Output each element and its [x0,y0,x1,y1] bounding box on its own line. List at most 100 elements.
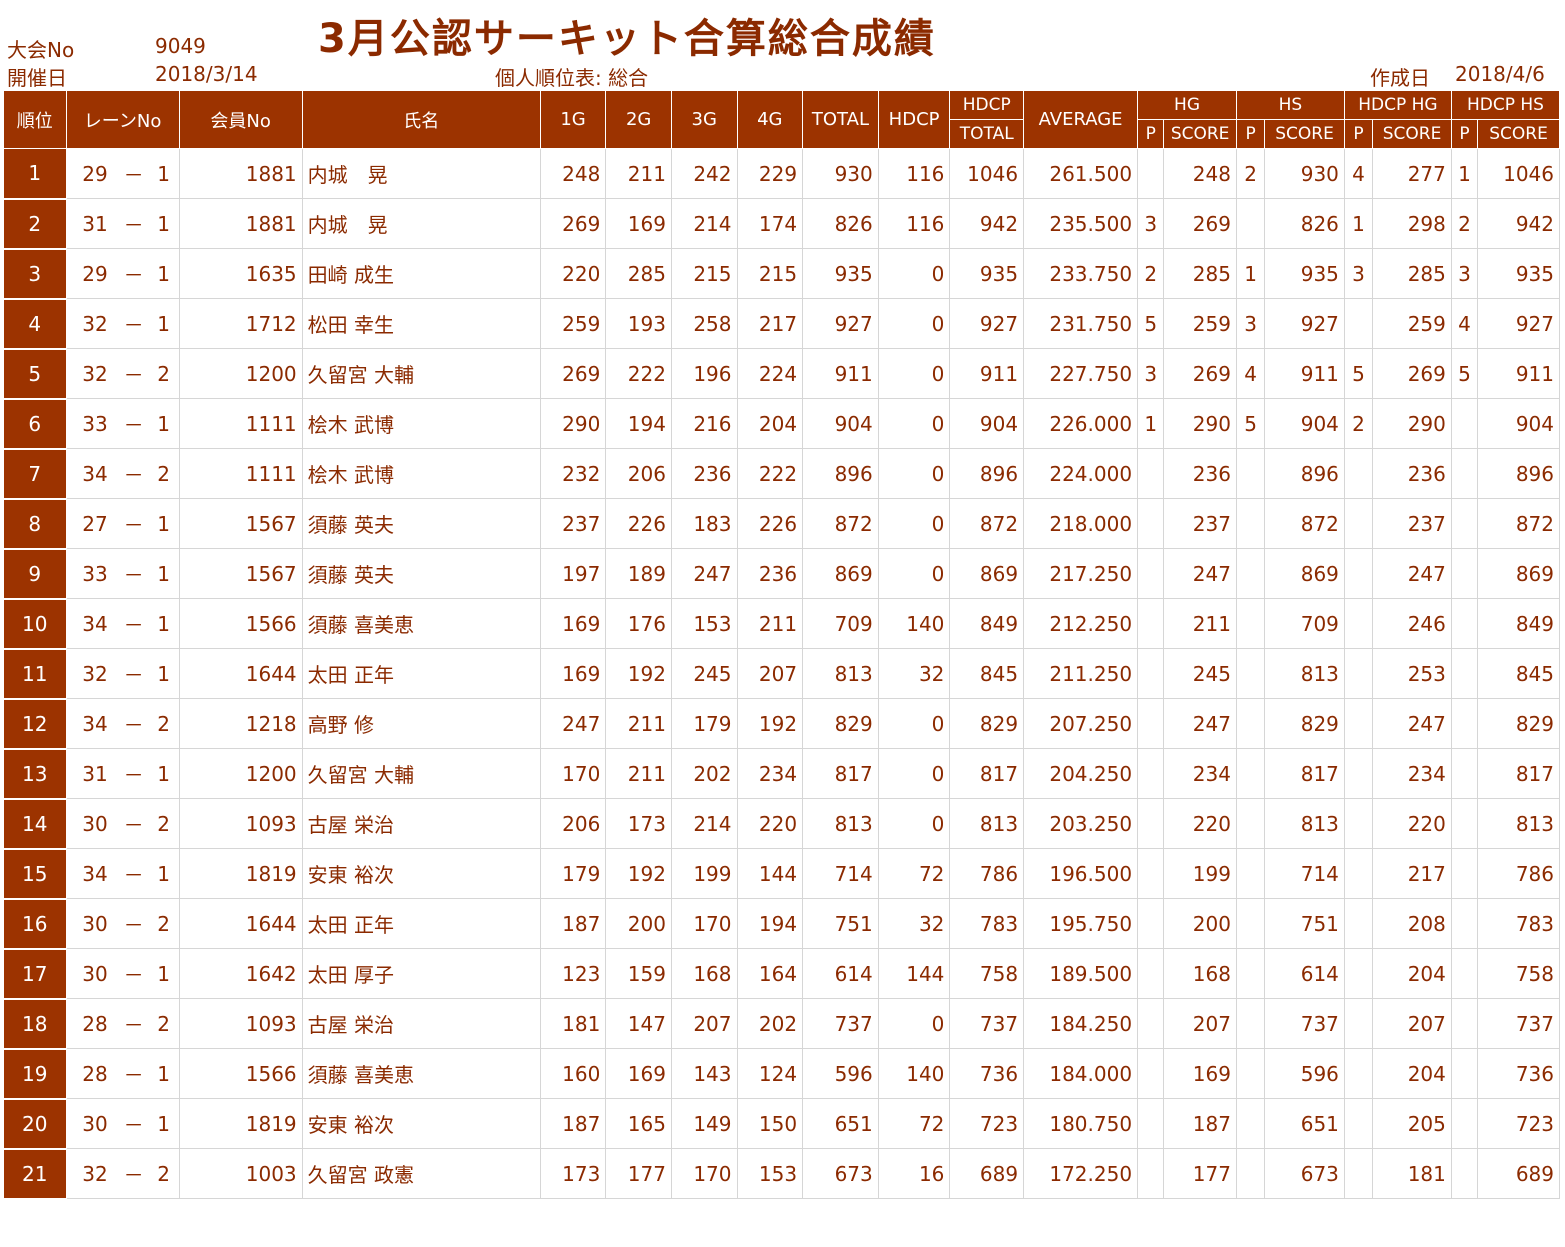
member-number: 1566 [178,1048,303,1099]
total-score: 896 [802,448,879,499]
rank-cell: 11 [3,648,67,700]
average: 227.750 [1023,348,1139,399]
hg-score: 236 [1163,448,1237,499]
game2-score: 192 [605,648,672,699]
hs-score: 904 [1264,398,1345,449]
rank-cell: 12 [3,698,67,750]
lane-separator: － [118,898,149,949]
hs-score: 930 [1264,148,1345,199]
hdcp-total: 896 [949,448,1025,499]
hg-score: 211 [1163,598,1237,649]
hg-score: 220 [1163,798,1237,849]
average: 261.500 [1023,148,1139,199]
handicap: 0 [877,798,951,849]
handicap: 0 [877,348,951,399]
game3-score: 245 [670,648,738,699]
hg-score: 245 [1163,648,1237,699]
member-number: 1567 [178,498,303,549]
hdcp-hg-position [1343,948,1374,999]
member-number: 1093 [178,998,303,1049]
average: 196.500 [1023,848,1139,899]
lane-number: 30 [65,798,119,849]
member-number: 1635 [178,248,303,299]
game4-score: 174 [736,198,804,249]
lane-separator: － [118,798,149,849]
hg-position [1137,1098,1165,1149]
hdcp-hs-position [1450,448,1479,499]
lane-position: 1 [148,948,180,999]
hg-score: 259 [1163,298,1237,349]
player-name: 久留宮 大輔 [301,348,541,399]
player-name: 太田 厚子 [301,948,541,999]
game4-score: 124 [736,1048,804,1099]
table-row: 3 29 － 1 1635 田崎 成生 220 285 215 215 935 0 935 233.750… [3,248,1560,300]
lane-separator: － [118,298,149,349]
lane-number: 34 [65,848,119,899]
game1-score: 179 [539,848,607,899]
player-name: 桧木 武博 [301,448,541,499]
hdcp-hg-score: 269 [1372,348,1452,399]
player-name: 太田 正年 [301,898,541,949]
hdcp-hs-position: 1 [1450,148,1479,199]
lane-number: 31 [65,748,119,799]
hdcp-hg-position [1343,798,1374,849]
game2-score: 226 [605,498,672,549]
results-table: 順位 レーンNo 会員No 氏名 1G 2G 3G 4G TOTAL HDCP … [3,90,1561,1200]
event-no-label: 大会No [7,38,75,62]
table-row: 13 31 － 1 1200 久留宮 大輔 170 211 202 234 817 0 817 204.2… [3,748,1560,800]
average: 235.500 [1023,198,1139,249]
hdcp-total: 849 [949,598,1025,649]
table-row: 2 31 － 1 1881 内城 晃 269 169 214 174 826 116 942 235.50… [3,198,1560,250]
hg-score: 187 [1163,1098,1237,1149]
lane-position: 1 [148,298,180,349]
hdcp-hs-score: 817 [1477,748,1560,799]
hs-score: 751 [1264,898,1345,949]
average: 189.500 [1023,948,1139,999]
hg-score: 269 [1163,348,1237,399]
page-title: 3月公認サーキット合算総合成績 [318,16,936,62]
game3-score: 149 [670,1098,738,1149]
col-game3: 3G [670,90,738,149]
handicap: 140 [877,1048,951,1099]
lane-position: 1 [148,248,180,299]
game2-score: 169 [605,1048,672,1099]
game3-score: 196 [670,348,738,399]
lane-separator: － [118,648,149,699]
rank-cell: 15 [3,848,67,900]
game2-score: 194 [605,398,672,449]
player-name: 須藤 喜美恵 [301,1048,541,1099]
average: 217.250 [1023,548,1139,599]
handicap: 0 [877,398,951,449]
member-number: 1819 [178,848,303,899]
lane-position: 1 [148,748,180,799]
game3-score: 214 [670,198,738,249]
hg-score: 247 [1163,548,1237,599]
hs-score: 829 [1264,698,1345,749]
table-row: 5 32 － 2 1200 久留宮 大輔 269 222 196 224 911 0 911 227.75… [3,348,1560,400]
game1-score: 269 [539,198,607,249]
game4-score: 144 [736,848,804,899]
member-number: 1111 [178,448,303,499]
hdcp-total: 942 [949,198,1025,249]
hdcp-hg-score: 237 [1372,498,1452,549]
member-number: 1200 [178,748,303,799]
hg-position [1137,698,1165,749]
lane-separator: － [118,148,149,199]
hdcp-hg-score: 205 [1372,1098,1452,1149]
hdcp-hs-position: 4 [1450,298,1479,349]
rank-cell: 6 [3,398,67,450]
hdcp-hs-position [1450,748,1479,799]
table-row: 8 27 － 1 1567 須藤 英夫 237 226 183 226 872 0 872 218.000… [3,498,1560,550]
game2-score: 211 [605,698,672,749]
lane-separator: － [118,398,149,449]
game4-score: 207 [736,648,804,699]
col-hs-p: P [1235,119,1266,149]
hdcp-total: 935 [949,248,1025,299]
game3-score: 183 [670,498,738,549]
hg-position [1137,1048,1165,1099]
hdcp-hs-score: 783 [1477,898,1560,949]
game4-score: 226 [736,498,804,549]
total-score: 935 [802,248,879,299]
hdcp-total: 911 [949,348,1025,399]
handicap: 0 [877,998,951,1049]
